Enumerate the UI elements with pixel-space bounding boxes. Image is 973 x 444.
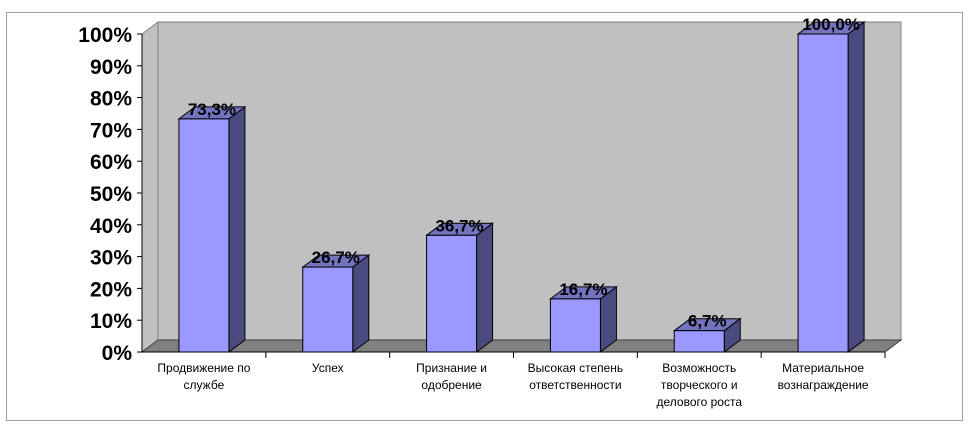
y-tick-label: 100%: [78, 24, 132, 47]
y-tick-label: 60%: [90, 151, 132, 174]
data-label: 16,7%: [559, 280, 607, 299]
bar: [301, 254, 371, 353]
bar: [177, 105, 247, 353]
x-axis: Продвижение по службе Успех Признание и одоб…: [142, 351, 886, 409]
data-label: 73,3%: [188, 100, 236, 119]
bar: [796, 21, 866, 353]
y-tick-label: 90%: [90, 56, 132, 79]
y-tick-label: 80%: [90, 88, 132, 111]
bar-side: [476, 222, 494, 353]
y-tick-label: 40%: [90, 215, 132, 238]
y-tick-label: 30%: [90, 247, 132, 270]
data-label: 36,7%: [435, 216, 483, 235]
bar-front: [673, 330, 725, 353]
bar-front: [302, 266, 354, 353]
data-label: 100,0%: [802, 15, 860, 34]
y-tick-label: 0%: [102, 342, 133, 365]
side-wall: [141, 21, 159, 353]
x-tick-label: Успех: [312, 361, 344, 375]
y-tick-label: 10%: [90, 310, 132, 333]
bar: [425, 222, 495, 353]
y-tick-label: 20%: [90, 278, 132, 301]
x-tick-label: Признание и одобрение: [416, 361, 487, 392]
y-tick-label: 50%: [90, 183, 132, 206]
data-label: 26,7%: [312, 248, 360, 267]
plot-walls: [140, 21, 903, 353]
y-tick-label: 70%: [90, 119, 132, 142]
x-tick-label: Возможность творческого и делового роста: [656, 361, 742, 409]
bar-side: [352, 254, 370, 353]
x-tick-label: Высокая степень ответственности: [528, 361, 624, 392]
x-tick-label: Материальное вознаграждение: [778, 361, 869, 392]
y-axis: 0% 10% 20% 30% 40% 50% 60% 70% 80% 90% 100%: [78, 24, 143, 365]
bar-side: [228, 105, 246, 353]
bars: [177, 21, 866, 353]
x-tick-label: Продвижение по службе: [157, 361, 250, 392]
bar: [672, 317, 742, 353]
bar-front: [549, 298, 601, 353]
bar-side: [847, 21, 865, 353]
floor: [140, 339, 903, 353]
bar-front: [178, 118, 230, 353]
bar-front: [797, 33, 849, 353]
bar: [548, 285, 618, 353]
data-label: 6,7%: [688, 312, 727, 331]
data-labels: 73,3% 26,7% 36,7% 16,7% 6,7% 100,0%: [188, 15, 860, 331]
bar-front: [426, 234, 478, 353]
back-wall: [157, 21, 902, 341]
